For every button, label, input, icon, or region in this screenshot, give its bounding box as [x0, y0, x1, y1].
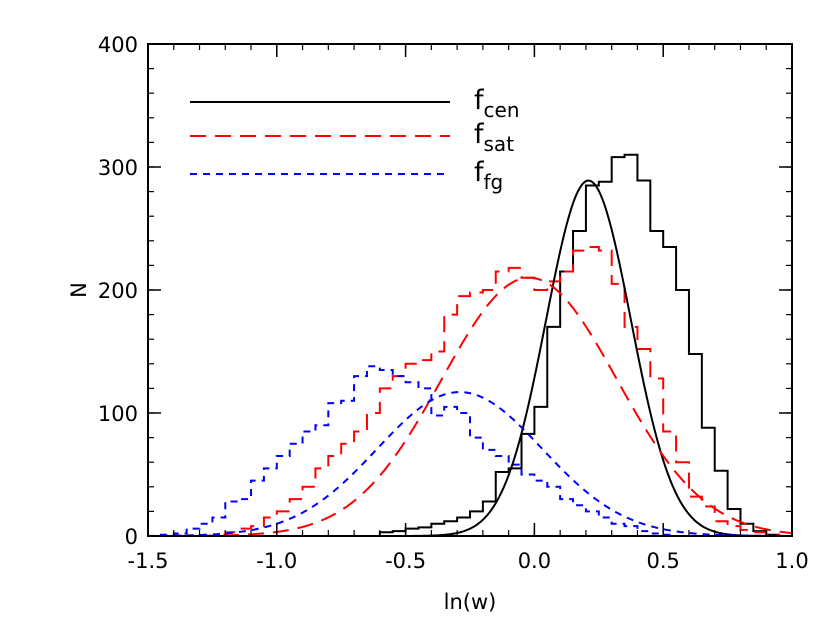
y-tick-label: 300	[98, 156, 138, 180]
y-axis-label: N	[67, 282, 91, 298]
y-tick-label: 100	[98, 402, 138, 426]
histogram-sat	[148, 245, 792, 536]
legend-label-cen: fcen	[474, 85, 520, 122]
y-tick-label: 200	[98, 279, 138, 303]
axis-ticks: -1.5 -1.0 -0.5 0.0 0.5 1.0 0 100 200 300 400	[98, 33, 809, 573]
histogram-cen	[148, 153, 792, 536]
y-tick-label: 0	[125, 525, 138, 549]
fit-curve-sat	[148, 276, 792, 536]
x-tick-label: -1.0	[256, 549, 297, 573]
x-tick-label: 1.0	[775, 549, 808, 573]
histogram-fg	[148, 365, 792, 536]
fit-curve-cen	[148, 179, 792, 536]
legend-label-sat: fsat	[474, 119, 514, 156]
x-tick-label: -0.5	[385, 549, 426, 573]
plot-area	[148, 153, 792, 536]
x-axis-label: ln(w)	[444, 590, 497, 614]
x-tick-label: 0.0	[518, 549, 551, 573]
plot-frame	[147, 43, 793, 537]
series-group	[148, 153, 792, 536]
x-tick-label: -1.5	[128, 549, 169, 573]
y-tick-label: 400	[98, 33, 138, 57]
x-tick-label: 0.5	[646, 549, 679, 573]
legend-label-fg: ffg	[474, 157, 503, 194]
fit-curve-fg	[148, 391, 792, 536]
legend: fcen fsat ffg	[190, 85, 520, 194]
